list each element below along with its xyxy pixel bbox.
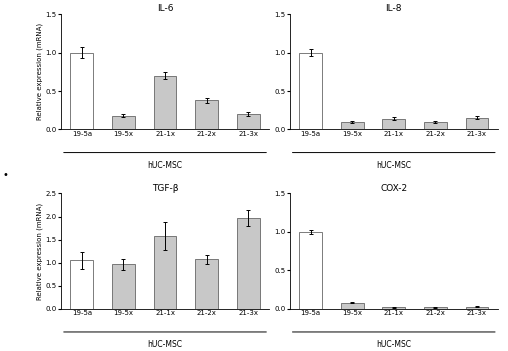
Text: hUC-MSC: hUC-MSC	[147, 161, 182, 170]
Y-axis label: Relative expression (mRNA): Relative expression (mRNA)	[36, 23, 43, 120]
Bar	[383, 307, 405, 309]
Bar	[237, 114, 260, 130]
Text: hUC-MSC: hUC-MSC	[376, 340, 411, 349]
Bar	[341, 303, 364, 309]
Bar	[341, 122, 364, 130]
Bar	[112, 264, 135, 309]
Bar	[237, 218, 260, 309]
Text: •: •	[3, 171, 9, 180]
Bar	[299, 53, 322, 130]
Bar	[383, 119, 405, 130]
Bar	[465, 118, 488, 130]
Bar	[153, 236, 176, 309]
Bar	[195, 259, 218, 309]
Bar	[71, 260, 93, 309]
Text: hUC-MSC: hUC-MSC	[376, 161, 411, 170]
Y-axis label: Relative expression (mRNA): Relative expression (mRNA)	[36, 203, 43, 300]
Bar	[424, 307, 447, 309]
Bar	[424, 122, 447, 130]
Bar	[71, 53, 93, 130]
Bar	[195, 100, 218, 130]
Text: hUC-MSC: hUC-MSC	[147, 340, 182, 349]
Title: IL-8: IL-8	[386, 4, 402, 13]
Title: COX-2: COX-2	[380, 184, 407, 193]
Bar	[299, 232, 322, 309]
Bar	[112, 115, 135, 130]
Title: IL-6: IL-6	[157, 4, 173, 13]
Bar	[153, 75, 176, 130]
Bar	[465, 306, 488, 309]
Title: TGF-β: TGF-β	[152, 184, 178, 193]
